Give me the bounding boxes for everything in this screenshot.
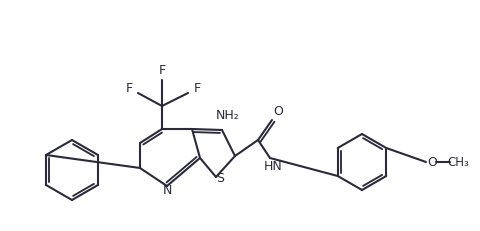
Text: CH₃: CH₃	[446, 155, 468, 168]
Text: HN: HN	[263, 159, 282, 173]
Text: NH₂: NH₂	[216, 109, 240, 122]
Text: O: O	[426, 155, 436, 168]
Text: F: F	[193, 82, 200, 95]
Text: S: S	[216, 171, 224, 185]
Text: O: O	[273, 106, 282, 119]
Text: F: F	[158, 64, 165, 76]
Text: N: N	[162, 183, 171, 197]
Text: F: F	[125, 82, 132, 95]
